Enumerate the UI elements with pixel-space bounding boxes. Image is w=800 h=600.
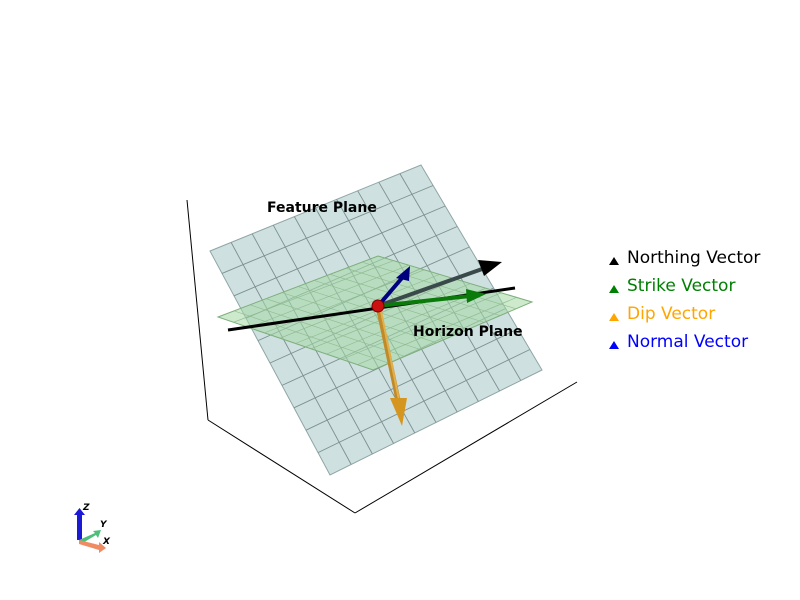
grid-line [317,349,531,454]
dip-vector [375,305,407,426]
legend: Northing Vector Strike Vector Dip Vector… [608,244,793,356]
triangle-marker-icon [609,313,619,321]
legend-label: Northing Vector [627,248,761,268]
grid-line [341,292,502,360]
grid-line [221,185,434,274]
grid-line [233,260,394,323]
origin-point [371,299,385,313]
legend-item-northing: Northing Vector [608,244,793,272]
grid-line [305,328,518,431]
z-axis-letter: Z [82,503,90,513]
grid-line [326,287,486,355]
horizon-plane[interactable] [216,255,534,371]
y-axis-letter: Y [100,520,108,530]
orientation-widget[interactable]: Z Y X [74,503,111,553]
grid-line [357,297,517,365]
triangle-marker-icon [609,257,619,265]
legend-label: Strike Vector [627,276,736,296]
grid-line [248,264,409,328]
x-axis-arrow [79,540,106,553]
grid-line [233,205,446,297]
feature-plane-label: Feature Plane [267,200,377,216]
z-axis-arrow [74,508,85,540]
legend-label: Dip Vector [627,304,716,324]
triangle-marker-icon [609,285,619,293]
legend-item-dip: Dip Vector [608,300,793,328]
bounding-axes [186,199,578,514]
y-axis-arrow [79,530,101,544]
horizon-plane-surface[interactable] [216,255,534,371]
legend-item-normal: Normal Vector [608,328,793,356]
legend-item-strike: Strike Vector [608,272,793,300]
strike-vector [377,289,486,308]
horizon-plane-label: Horizon Plane [413,324,523,340]
triangle-marker-icon [609,341,619,349]
grid-line [310,283,471,350]
x-axis-letter: X [102,537,111,547]
legend-label: Normal Vector [627,332,749,352]
grid-line [279,274,440,339]
